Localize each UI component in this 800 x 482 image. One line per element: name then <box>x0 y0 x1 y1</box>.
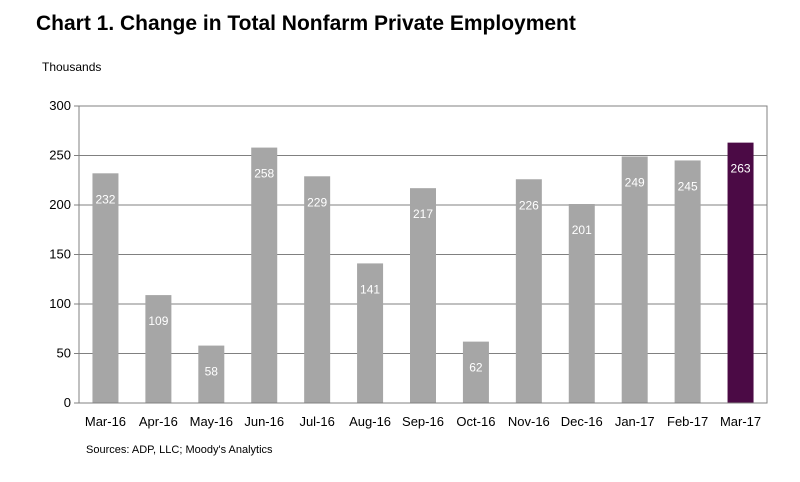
bar <box>674 160 701 403</box>
bar <box>515 179 542 403</box>
y-tick-label: 0 <box>64 395 71 410</box>
x-tick-label: Aug-16 <box>349 414 391 429</box>
x-tick-label: Nov-16 <box>508 414 550 429</box>
data-label: 141 <box>360 282 380 296</box>
source-note: Sources: ADP, LLC; Moody's Analytics <box>86 444 273 456</box>
y-tick-label: 150 <box>49 247 71 262</box>
x-tick-label: Jan-17 <box>615 414 655 429</box>
x-tick-label: Feb-17 <box>667 414 708 429</box>
chart-title: Chart 1. Change in Total Nonfarm Private… <box>36 12 576 35</box>
bar <box>727 142 754 403</box>
x-tick-label: Dec-16 <box>561 414 603 429</box>
y-tick-label: 100 <box>49 296 71 311</box>
data-label: 217 <box>413 207 433 221</box>
bar <box>357 263 384 403</box>
data-label: 226 <box>519 198 539 212</box>
y-axis-label: Thousands <box>42 60 102 74</box>
x-tick-label: Jul-16 <box>299 414 334 429</box>
y-tick-label: 200 <box>49 197 71 212</box>
bar <box>198 345 225 403</box>
y-tick-label: 50 <box>57 346 71 361</box>
bar <box>304 176 331 403</box>
x-tick-label: Oct-16 <box>456 414 495 429</box>
bar <box>568 204 595 403</box>
data-label: 201 <box>572 223 592 237</box>
data-label: 258 <box>254 167 274 181</box>
bar <box>145 295 172 403</box>
bar <box>92 173 119 403</box>
bars <box>92 142 754 403</box>
x-tick-labels: Mar-16 Apr-16 May-16 Jun-16 Jul-16 Aug-16 Sep-… <box>85 414 761 429</box>
data-label: 58 <box>205 365 219 379</box>
x-tick-label: Mar-17 <box>720 414 761 429</box>
x-tick-label: Jun-16 <box>244 414 284 429</box>
data-label: 245 <box>678 179 698 193</box>
y-tick-labels: 0 50 100 150 200 250 300 <box>49 98 79 410</box>
x-tick-label: Sep-16 <box>402 414 444 429</box>
data-label: 62 <box>469 361 483 375</box>
bar <box>621 156 648 403</box>
y-tick-label: 300 <box>49 98 71 113</box>
data-label: 263 <box>731 162 751 176</box>
data-label: 249 <box>625 175 645 189</box>
x-tick-label: May-16 <box>190 414 233 429</box>
bar <box>410 188 436 403</box>
data-label: 232 <box>95 192 115 206</box>
data-labels: 232 109 58 258 229 141 217 62 226 201 249 245 263 <box>95 162 750 379</box>
plot-area-border <box>78 105 768 404</box>
data-label: 109 <box>148 314 168 328</box>
data-label: 229 <box>307 195 327 209</box>
x-tick-label: Apr-16 <box>139 414 178 429</box>
y-tick-label: 250 <box>49 148 71 163</box>
x-tick-label: Mar-16 <box>85 414 126 429</box>
bar <box>251 147 278 403</box>
bar <box>462 341 489 403</box>
